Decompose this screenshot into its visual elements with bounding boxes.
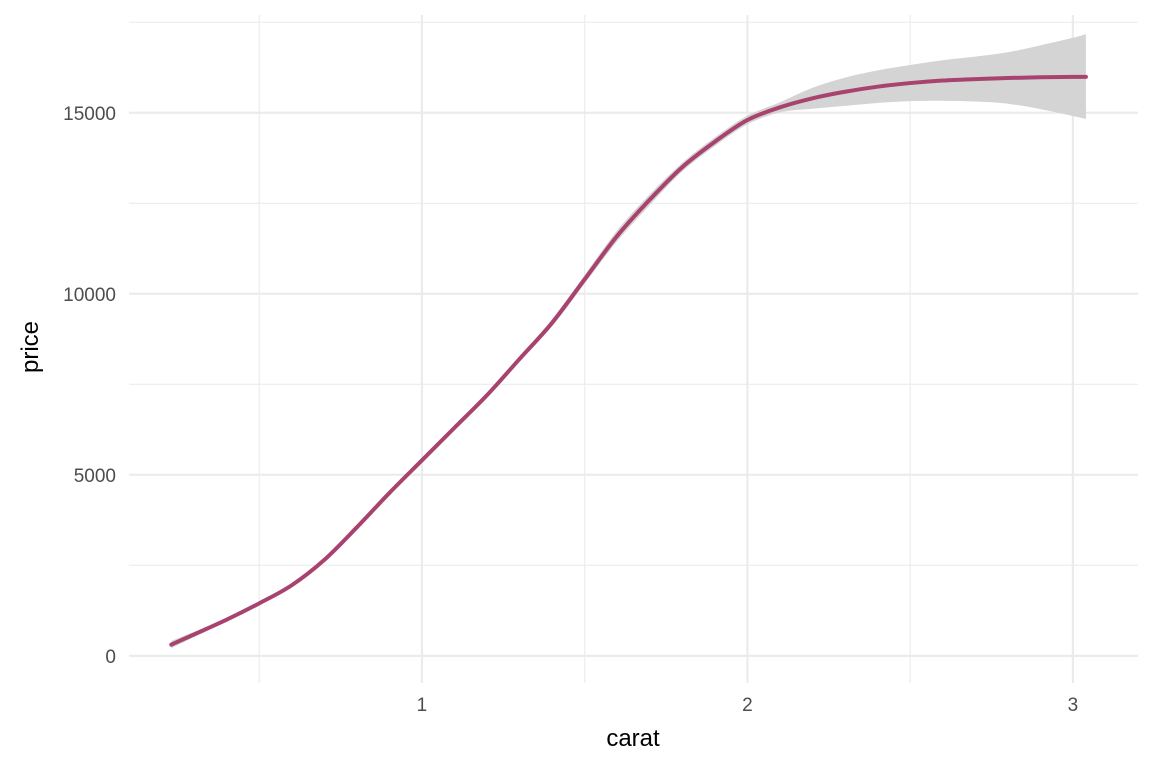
smooth-line xyxy=(169,74,1088,647)
y-tick-label: 15000 xyxy=(63,104,116,125)
x-tick-label: 1 xyxy=(417,695,428,716)
y-tick-label: 5000 xyxy=(74,466,116,487)
confidence-ribbon xyxy=(171,34,1086,649)
x-tick-labels: 1 2 3 xyxy=(417,695,1079,716)
x-tick-label: 3 xyxy=(1068,695,1079,716)
y-tick-label: 10000 xyxy=(63,285,116,306)
minor-gridlines xyxy=(129,15,1138,683)
x-tick-label: 2 xyxy=(742,695,753,716)
y-axis-title: price xyxy=(17,321,44,373)
x-axis-title: carat xyxy=(606,725,660,752)
y-tick-label: 0 xyxy=(105,647,116,668)
y-tick-labels: 0 5000 10000 15000 xyxy=(63,104,116,668)
major-gridlines xyxy=(129,15,1138,683)
